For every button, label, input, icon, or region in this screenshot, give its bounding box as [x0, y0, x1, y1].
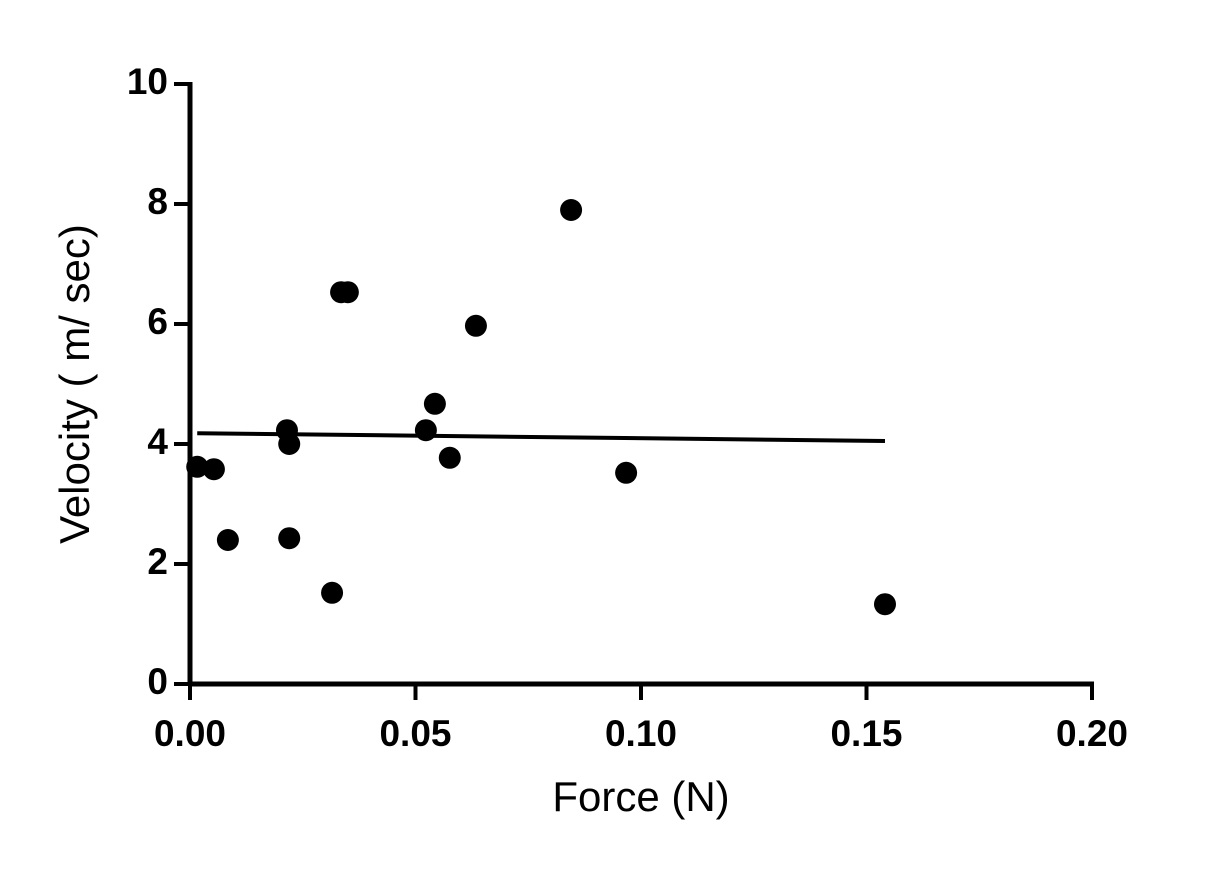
x-tick-label: 0.05	[379, 713, 451, 754]
y-tick-label: 6	[147, 301, 168, 342]
data-point	[438, 446, 461, 469]
x-tick-label: 0.00	[154, 713, 226, 754]
data-point	[615, 461, 638, 484]
x-axis-title: Force (N)	[552, 773, 729, 820]
data-point	[414, 419, 437, 442]
x-tick-label: 0.15	[830, 713, 902, 754]
data-point	[423, 392, 446, 415]
y-tick-label: 10	[127, 61, 168, 102]
data-point	[321, 581, 344, 604]
data-point	[336, 281, 359, 304]
y-axis-title: Velocity ( m/ sec)	[51, 224, 98, 544]
y-tick-label: 2	[147, 541, 168, 582]
data-point	[278, 433, 301, 455]
data-point	[278, 527, 301, 550]
data-point	[202, 458, 225, 481]
fit-line	[197, 431, 886, 443]
y-tick-label: 4	[147, 421, 168, 462]
y-tick-label: 8	[147, 181, 168, 222]
x-tick-label: 0.10	[605, 713, 677, 754]
data-point	[464, 314, 487, 337]
data-point	[873, 593, 896, 616]
y-tick-label: 0	[147, 661, 168, 702]
data-point	[216, 529, 239, 551]
data-point	[186, 455, 209, 478]
x-tick-label: 0.20	[1056, 713, 1128, 754]
data-point	[560, 199, 583, 221]
